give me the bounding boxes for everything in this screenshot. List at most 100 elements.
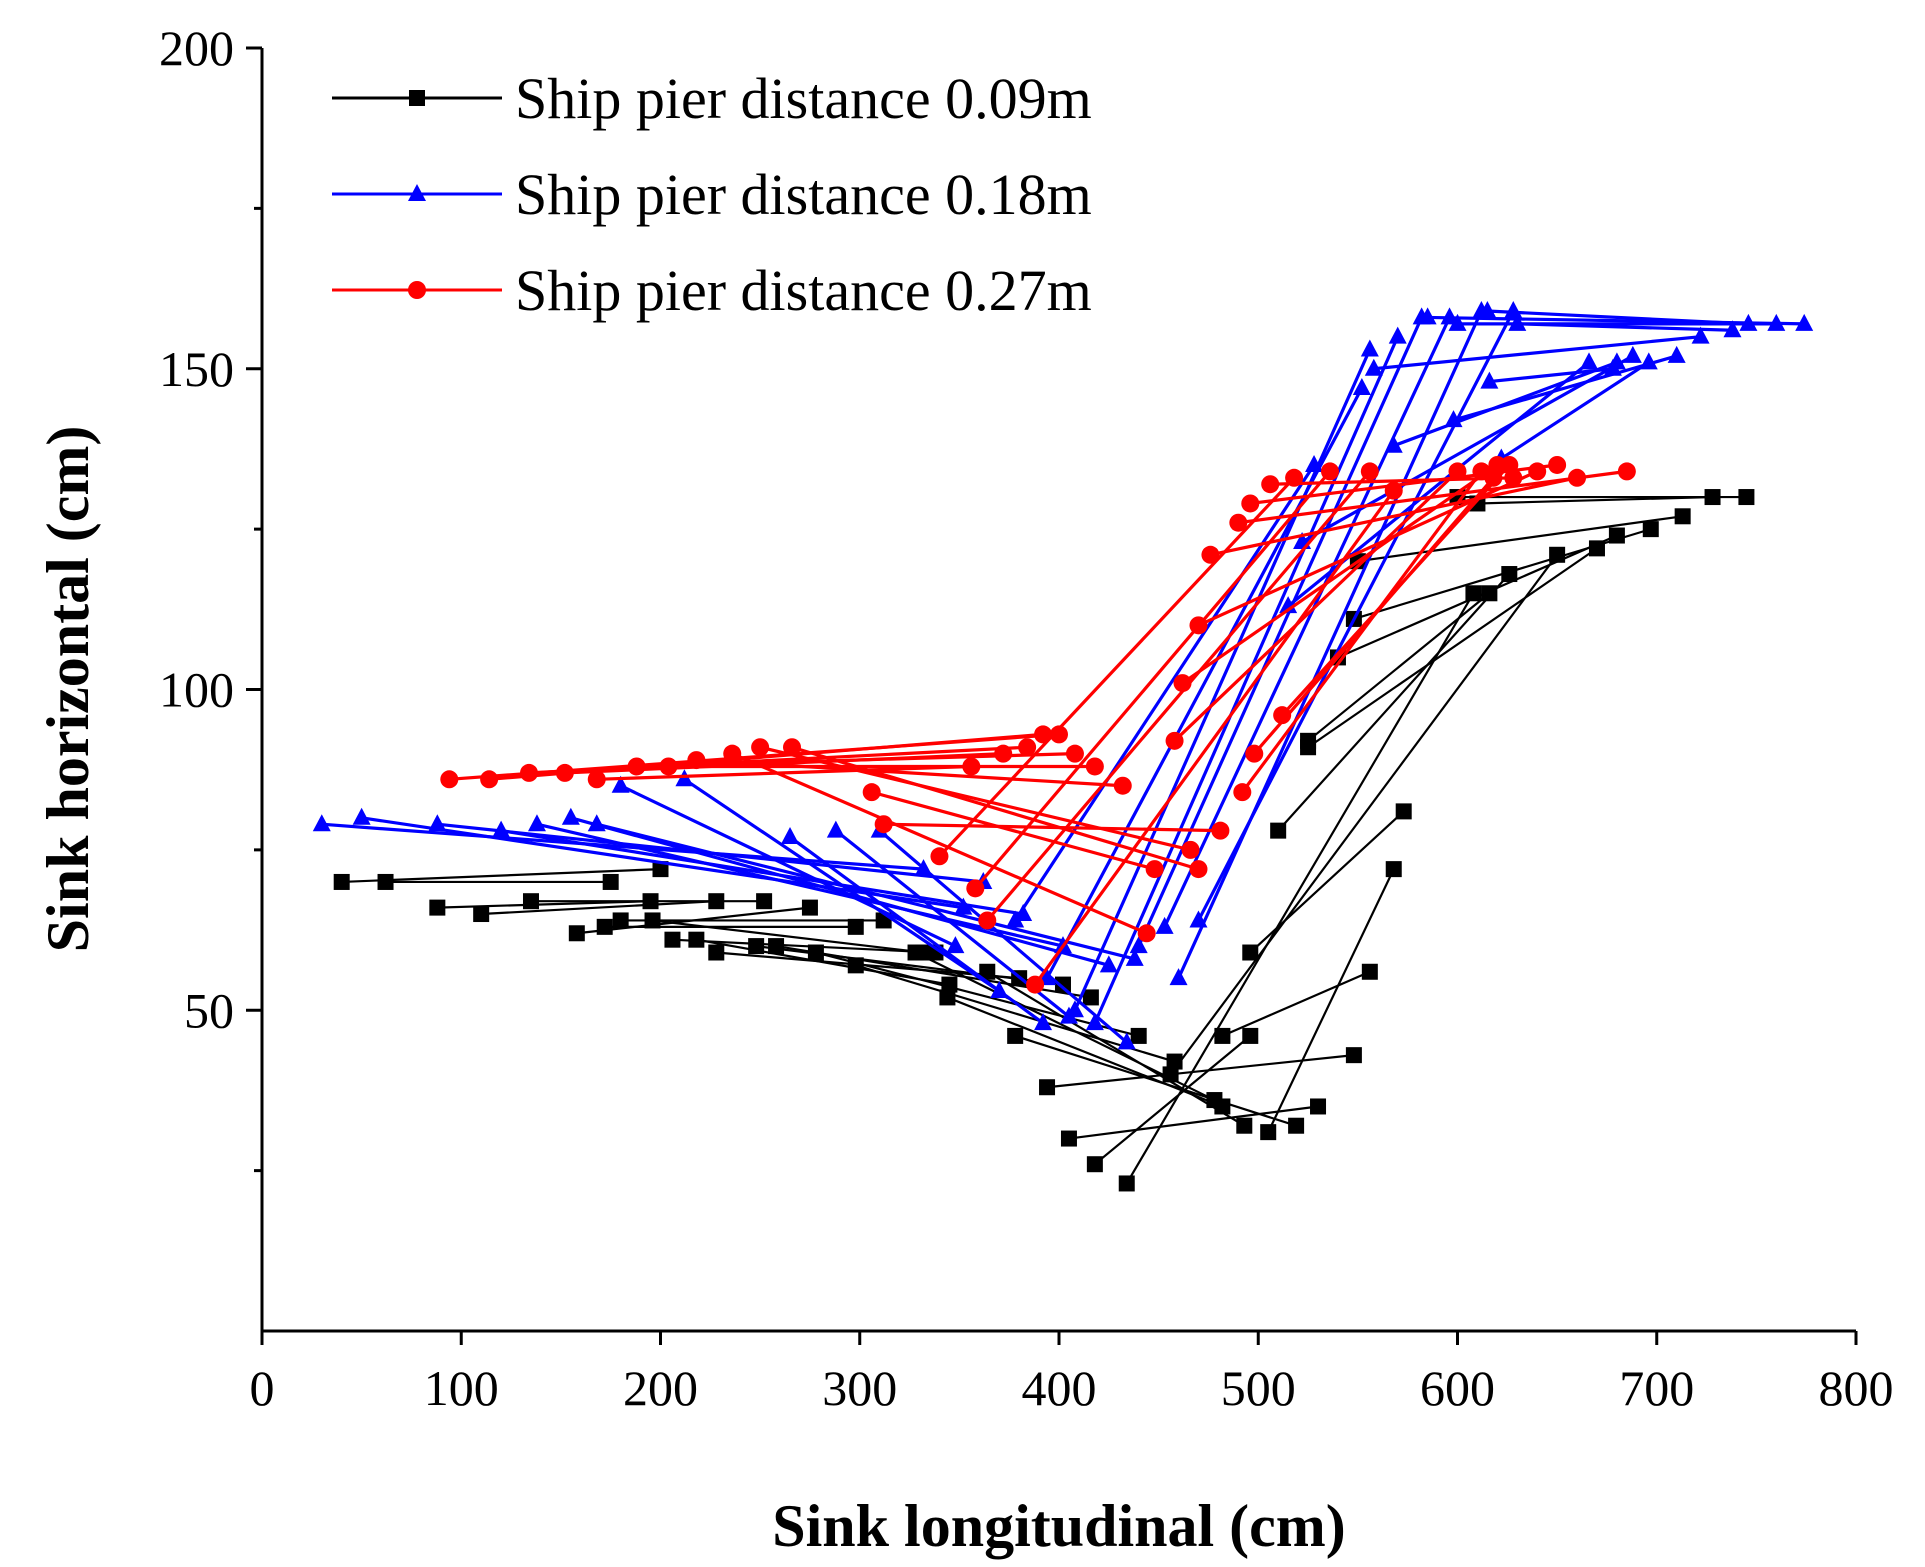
data-point (1065, 744, 1084, 763)
data-point (1229, 513, 1248, 532)
series-segment (596, 764, 972, 781)
data-point (1444, 410, 1463, 428)
series-segment (1137, 316, 1424, 947)
series-segment (986, 970, 1245, 1127)
data-point (1465, 585, 1482, 602)
x-tick-label: 100 (424, 1360, 499, 1416)
data-point (519, 763, 538, 782)
series-segment (1487, 309, 1749, 326)
series-segment (883, 822, 1221, 833)
data-point (1723, 320, 1742, 338)
data-point (1261, 475, 1280, 494)
data-point (1130, 1027, 1147, 1044)
data-point (748, 938, 765, 955)
data-point (939, 989, 956, 1006)
data-point (1508, 313, 1527, 331)
data-point (708, 893, 725, 910)
data-point (768, 938, 785, 955)
series-segment (1267, 868, 1395, 1133)
data-point (1189, 910, 1208, 928)
data-point (781, 827, 800, 845)
x-tick-label: 600 (1420, 1360, 1495, 1416)
series-segment (1307, 592, 1491, 742)
series-segment (1014, 1034, 1297, 1127)
data-point (1129, 936, 1148, 954)
data-point (352, 807, 371, 825)
data-point (1273, 706, 1292, 725)
data-point (1320, 462, 1339, 481)
data-point (1528, 462, 1547, 481)
series-segment (1301, 354, 1634, 544)
legend-item: Ship pier distance 0.18m (332, 162, 1092, 227)
data-point (1440, 307, 1459, 325)
data-point (946, 936, 965, 954)
data-point (1617, 462, 1636, 481)
x-tick-label: 200 (623, 1360, 698, 1416)
data-point (1065, 1000, 1084, 1018)
x-tick-label: 0 (250, 1360, 275, 1416)
data-point (1270, 822, 1287, 839)
data-point (1448, 313, 1467, 331)
data-point (1738, 489, 1755, 506)
y-tick-label: 150 (159, 341, 234, 397)
series-segment (731, 752, 1148, 935)
data-point (1388, 326, 1407, 344)
data-point (429, 899, 446, 916)
data-point (801, 899, 818, 916)
data-point (1279, 596, 1298, 614)
data-point (440, 770, 459, 789)
x-tick-label: 400 (1022, 1360, 1097, 1416)
data-point (1245, 744, 1264, 763)
series-segment (1270, 476, 1514, 486)
data-point (783, 738, 802, 757)
data-point (1288, 1117, 1305, 1134)
data-point (1285, 468, 1304, 487)
legend: Ship pier distance 0.09m Ship pier distan… (332, 66, 1092, 323)
series-2 (312, 301, 1814, 1050)
data-point (1117, 1032, 1136, 1050)
data-point (587, 770, 606, 789)
data-point (312, 814, 331, 832)
data-point (1504, 301, 1523, 319)
series-segment (1489, 367, 1614, 384)
series-segment (1073, 348, 1372, 1011)
series-segment (1221, 970, 1371, 1037)
data-point (1384, 435, 1403, 453)
y-tick-label: 200 (159, 20, 234, 76)
data-point (644, 912, 661, 929)
series-segment (1094, 1035, 1251, 1166)
data-point (1166, 1053, 1183, 1070)
data-point (978, 911, 997, 930)
data-point (1501, 566, 1518, 583)
data-point (1352, 377, 1371, 395)
series-segment (652, 919, 924, 954)
data-point (907, 944, 924, 961)
legend-label: Ship pier distance 0.09m (515, 66, 1092, 131)
data-point (1189, 616, 1208, 635)
data-point (652, 861, 669, 878)
data-point (1361, 963, 1378, 980)
series-segment (341, 868, 661, 884)
data-point (1118, 1175, 1135, 1192)
data-point (751, 738, 770, 757)
series-segment (1210, 476, 1578, 557)
series-segment (696, 758, 1123, 788)
series-segment (1238, 469, 1628, 525)
data-point (1472, 462, 1491, 481)
series-segment (791, 745, 1199, 871)
legend-marker (409, 90, 425, 106)
data-point (1026, 975, 1045, 994)
data-point (1603, 358, 1622, 376)
series-segment (871, 790, 1156, 871)
data-point (1448, 462, 1467, 481)
x-tick-label: 300 (822, 1360, 897, 1416)
data-point (1201, 545, 1220, 564)
data-point (627, 757, 646, 776)
data-point (826, 820, 845, 838)
data-point (1018, 738, 1037, 757)
data-point (1242, 944, 1259, 961)
series-3 (440, 455, 1636, 994)
x-tick-label: 800 (1819, 1360, 1894, 1416)
data-point (1242, 1027, 1259, 1044)
data-point (1360, 462, 1379, 481)
